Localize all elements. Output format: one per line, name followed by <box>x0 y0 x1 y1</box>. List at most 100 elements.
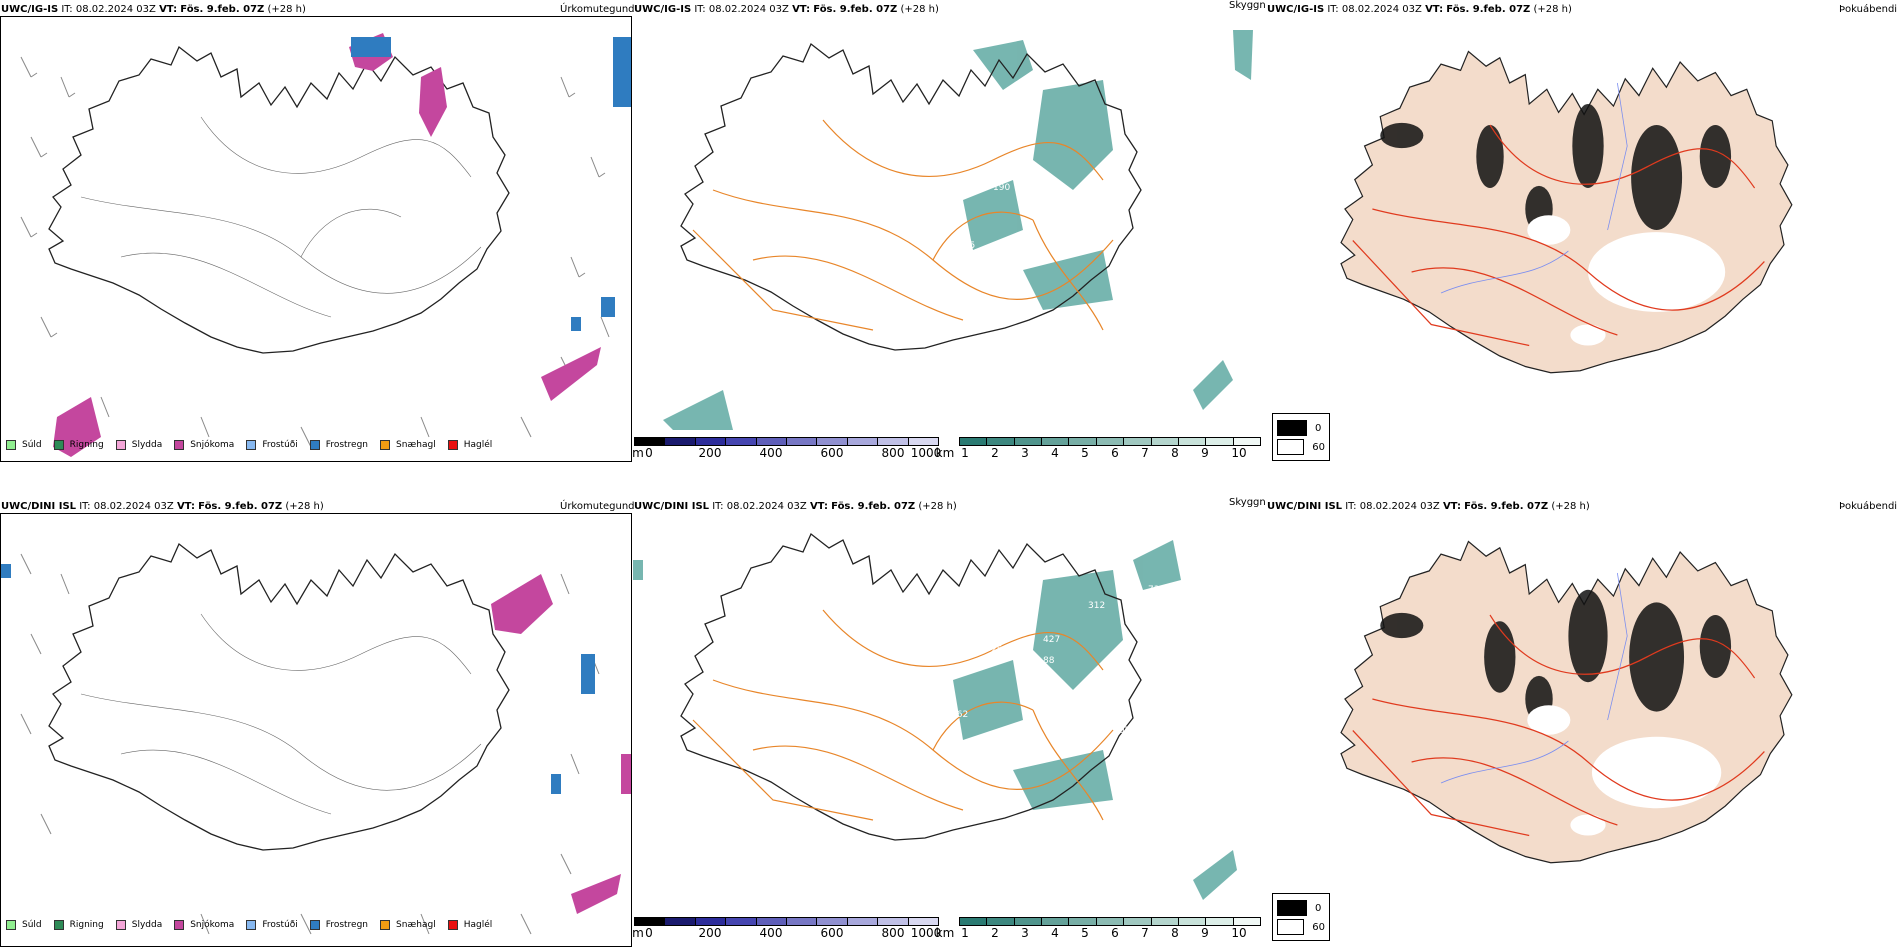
colorbar-cell <box>695 918 727 925</box>
legend-label: Snæhagl <box>396 920 436 930</box>
lead-time: (+28 h) <box>1533 4 1572 15</box>
colorbar-unit: m <box>633 446 644 460</box>
colorbar-cell <box>1206 918 1234 925</box>
colorbar-cell <box>665 918 696 925</box>
map-value-label: 190 <box>993 183 1010 193</box>
map-value-label: 251 <box>991 645 1008 655</box>
colorbar-cell <box>1096 918 1125 925</box>
colorbar-tick: 3 <box>1021 926 1029 940</box>
model-name: UWC/DINI ISL <box>1 501 77 512</box>
panel-header: UWC/IG-IS IT: 08.02.2024 03Z VT: Fös. 9.… <box>634 4 939 15</box>
panel-precip-type-row2: UWC/DINI ISL IT: 08.02.2024 03Z VT: Fös.… <box>0 480 635 950</box>
vt-value: Fös. 9.feb. 07Z <box>198 501 283 512</box>
colorbar-cell <box>635 438 666 445</box>
colorbar-tick: 6 <box>1111 446 1119 460</box>
colorbar-tick: 4 <box>1051 446 1059 460</box>
vt-label: VT: <box>1442 501 1461 512</box>
fog-legend-item: 0 <box>1277 900 1325 916</box>
colorbar-cell <box>878 918 909 925</box>
legend-item: Haglél <box>447 920 493 930</box>
map-value-label: 205 <box>958 241 975 251</box>
colorbar-tick: 600 <box>820 926 844 940</box>
fog-index-map <box>1340 540 1793 864</box>
colorbar-cells <box>959 437 1261 446</box>
legend-swatch <box>246 920 257 930</box>
colorbar-tick: 1000 <box>910 446 942 460</box>
panel-header: UWC/DINI ISL IT: 08.02.2024 03Z VT: Fös.… <box>1 501 324 512</box>
colorbar-cell <box>1124 438 1152 445</box>
colorbar-cell <box>987 918 1015 925</box>
model-name: UWC/DINI ISL <box>1267 501 1343 512</box>
colorbar-cell <box>817 438 848 445</box>
colorbar-cell <box>1151 438 1179 445</box>
map-value-label: 46 <box>933 383 945 393</box>
snow-areas <box>53 33 601 457</box>
legend-item: Frostregn <box>309 440 369 450</box>
colorbar-unit: km <box>935 926 955 940</box>
colorbar-cell <box>1069 438 1097 445</box>
visibility-colorbar: km 1 2 3 4 5 6 7 8 9 10 <box>936 437 1261 460</box>
it-label: IT: <box>694 4 706 15</box>
colorbar-cell <box>756 918 788 925</box>
colorbar-cells <box>634 437 939 446</box>
vt-value: Fös. 9.feb. 07Z <box>1446 4 1531 15</box>
it-value: 08.02.2024 03Z <box>708 4 789 15</box>
vt-value: Fös. 9.feb. 07Z <box>1464 501 1549 512</box>
legend-label: Frostregn <box>325 920 369 930</box>
it-label: IT: <box>79 501 91 512</box>
legend-item: Frostúði <box>246 920 298 930</box>
colorbar-tick: 9 <box>1201 446 1209 460</box>
legend-label: Frostregn <box>325 440 369 450</box>
colorbar-cell <box>1042 438 1070 445</box>
map-value-label: 428 <box>1043 213 1060 223</box>
fog-dark-areas <box>1380 104 1732 233</box>
legend-swatch <box>53 440 64 450</box>
it-value: 08.02.2024 03Z <box>93 501 174 512</box>
legend-label: Slydda <box>131 920 163 930</box>
lead-time: (+28 h) <box>1551 501 1590 512</box>
colorbar-unit: km <box>935 446 955 460</box>
fog-legend-item: 0 <box>1277 420 1325 436</box>
colorbar-tick: 400 <box>759 926 783 940</box>
colorbar-cell <box>1151 918 1179 925</box>
legend-swatch <box>309 920 320 930</box>
fog-legend-label: 0 <box>1315 422 1322 434</box>
panel-precip-type-row1: UWC/IG-IS IT: 08.02.2024 03Z VT: Fös. 9.… <box>0 0 635 480</box>
colorbar-tick: 3 <box>1021 446 1029 460</box>
colorbar-tick: 7 <box>1141 446 1149 460</box>
legend-item: Snjókoma <box>174 440 234 450</box>
panel-title: Skyggni <box>1229 0 1266 11</box>
fog-legend-swatch <box>1277 439 1305 455</box>
legend-label: Slydda <box>131 440 163 450</box>
glacier-areas <box>1527 215 1726 346</box>
colorbar-cell <box>1014 918 1043 925</box>
map-value-label: 462 <box>951 710 968 720</box>
lead-time: (+28 h) <box>918 501 957 512</box>
panel-header: UWC/IG-IS IT: 08.02.2024 03Z VT: Fös. 9.… <box>1 4 306 15</box>
colorbar-tick: 9 <box>1201 926 1209 940</box>
model-name: UWC/DINI ISL <box>634 501 710 512</box>
map-value-label: 150 <box>1103 163 1120 173</box>
colorbar-tick: 200 <box>698 926 722 940</box>
legend-label: Haglél <box>463 920 493 930</box>
precip-type-map <box>20 33 631 457</box>
vt-label: VT: <box>809 501 828 512</box>
fog-legend-item: 60 <box>1277 919 1325 935</box>
panel-title: Úrkomutegund <box>560 501 635 512</box>
legend-label: Súld <box>22 440 42 450</box>
legend-swatch <box>380 440 391 450</box>
colorbar-cell <box>960 438 988 445</box>
colorbar-tick: 4 <box>1051 926 1059 940</box>
legend-item: Slydda <box>115 440 163 450</box>
colorbar-cell <box>726 918 757 925</box>
road-network <box>692 609 1114 821</box>
colorbar-tick: 1 <box>961 926 969 940</box>
model-name: UWC/IG-IS <box>634 4 692 15</box>
colorbar-tick: 10 <box>1231 446 1247 460</box>
fog-legend: 0 60 <box>1272 413 1330 461</box>
visibility-map: 190 205 428 150 46 <box>663 30 1253 430</box>
legend-item: Snæhagl <box>380 440 436 450</box>
vt-label: VT: <box>176 501 195 512</box>
fog-legend-item: 60 <box>1277 439 1325 455</box>
colorbar-cell <box>1014 438 1043 445</box>
